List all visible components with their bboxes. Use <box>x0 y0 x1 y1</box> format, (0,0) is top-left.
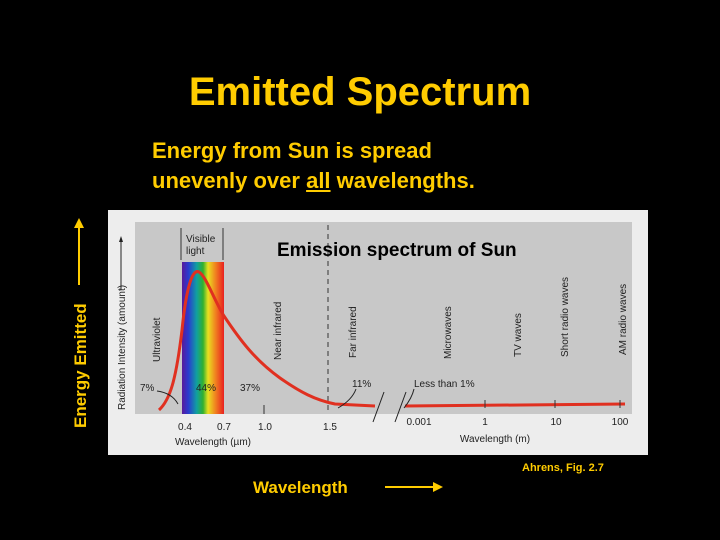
spectrum-curve <box>157 270 376 412</box>
energy-emitted-label: Energy Emitted <box>71 303 90 428</box>
wavelength-arrow-head <box>433 482 443 492</box>
region-tv-waves: TV waves <box>513 313 524 357</box>
x-label-m: Wavelength (m) <box>460 434 530 445</box>
pct-rest: Less than 1% <box>414 379 475 390</box>
x-label-um: Wavelength (µm) <box>175 437 251 448</box>
figure-title: Emission spectrum of Sun <box>277 240 517 261</box>
slide-title: Emitted Spectrum <box>188 70 532 114</box>
axis-break-1 <box>372 391 385 423</box>
tick-0.001: 0.001 <box>406 417 431 428</box>
visible-label-2: light <box>186 246 205 257</box>
subtitle-line-1: Energy from Sun is spread <box>152 138 432 163</box>
visible-label-1: Visible <box>186 234 216 245</box>
credit: Ahrens, Fig. 2.7 <box>522 462 604 474</box>
subtitle-line-2: unevenly over all wavelengths. <box>152 166 475 196</box>
tick-1.5: 1.5 <box>323 422 337 433</box>
subtitle-emphasis: all <box>306 168 331 193</box>
tick-10: 10 <box>550 417 562 428</box>
tick-0.4: 0.4 <box>178 422 192 433</box>
ultraviolet-pointer <box>156 390 179 405</box>
rest-pointer <box>403 388 415 409</box>
subtitle-post: wavelengths. <box>330 168 475 193</box>
region-ultraviolet: Ultraviolet <box>152 317 163 362</box>
tick-1: 1 <box>482 417 488 428</box>
region-near-infrared: Near infrared <box>273 302 284 360</box>
wavelength-label: Wavelength <box>253 478 348 497</box>
y-arrow-head <box>119 236 123 242</box>
pct-visible: 44% <box>196 383 216 394</box>
region-far-infrared: Far infrared <box>348 306 359 358</box>
pct-far-infrared: 11% <box>352 379 371 390</box>
subtitle-pre: unevenly over <box>152 168 307 193</box>
y-axis-label: Radiation Intensity (amount) <box>117 285 128 410</box>
axis-break-2 <box>394 391 407 423</box>
region-microwaves: Microwaves <box>443 306 454 359</box>
tick-0.7: 0.7 <box>217 422 231 433</box>
spectrum-tail <box>404 402 626 408</box>
far-infrared-pointer <box>337 388 357 409</box>
tick-1.0: 1.0 <box>258 422 272 433</box>
energy-arrow-head <box>74 218 84 228</box>
tick-100: 100 <box>612 417 629 428</box>
pct-near-infrared: 37% <box>240 383 260 394</box>
region-short-radio: Short radio waves <box>560 277 571 357</box>
region-labels: Ultraviolet Near infrared Far infrared M… <box>152 277 629 362</box>
pct-ultraviolet: 7% <box>140 383 155 394</box>
region-am-radio: AM radio waves <box>618 284 629 355</box>
